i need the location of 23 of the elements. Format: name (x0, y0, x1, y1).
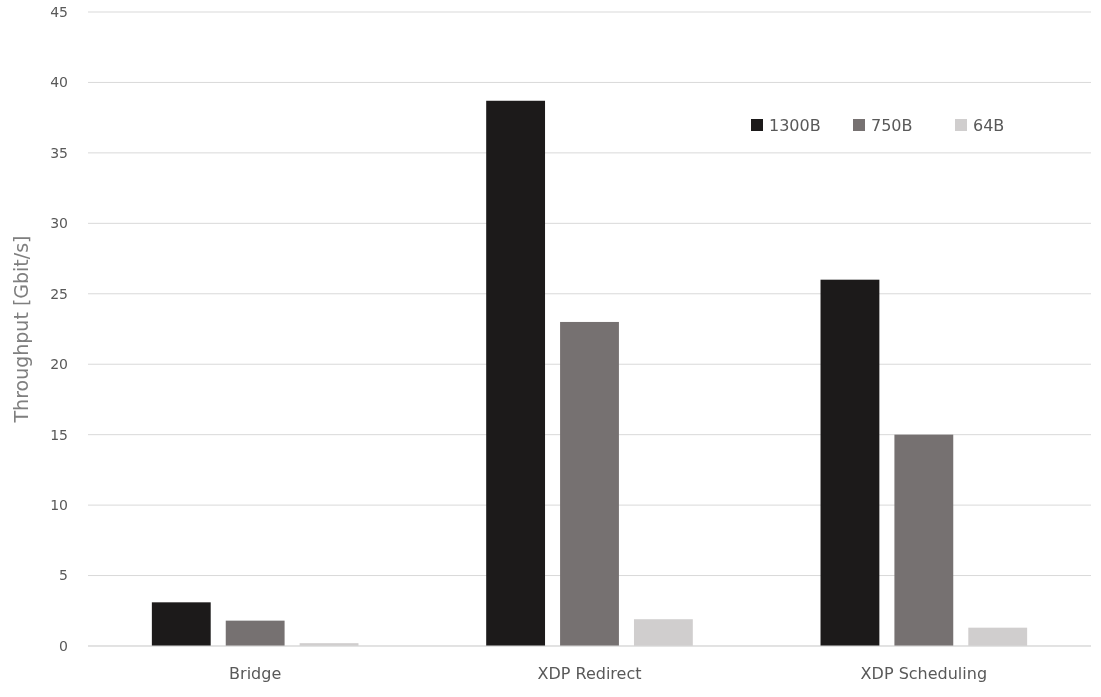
legend-label: 64B (973, 115, 1005, 135)
bar (486, 100, 546, 646)
bar (560, 321, 619, 646)
y-tick-label: 0 (59, 637, 68, 654)
y-tick-label: 40 (50, 74, 68, 91)
bar (894, 434, 954, 646)
y-tick-label: 15 (50, 426, 68, 443)
bar (225, 620, 285, 646)
y-tick-label: 25 (50, 285, 68, 302)
y-axis-title: Throughput [Gbit/s] (10, 235, 32, 424)
y-tick-label: 20 (50, 356, 68, 373)
legend-label: 750B (871, 115, 913, 135)
y-tick-label: 45 (50, 3, 68, 20)
y-tick-label: 30 (50, 215, 68, 232)
x-tick-label: Bridge (229, 664, 282, 683)
bar (151, 602, 211, 646)
x-tick-label: XDP Redirect (537, 664, 642, 683)
y-tick-label: 5 (59, 567, 68, 584)
x-tick-label: XDP Scheduling (860, 664, 988, 683)
y-tick-label: 10 (50, 497, 68, 514)
y-tick-label: 35 (50, 144, 68, 161)
legend-label: 1300B (769, 115, 821, 135)
bar (820, 279, 880, 646)
